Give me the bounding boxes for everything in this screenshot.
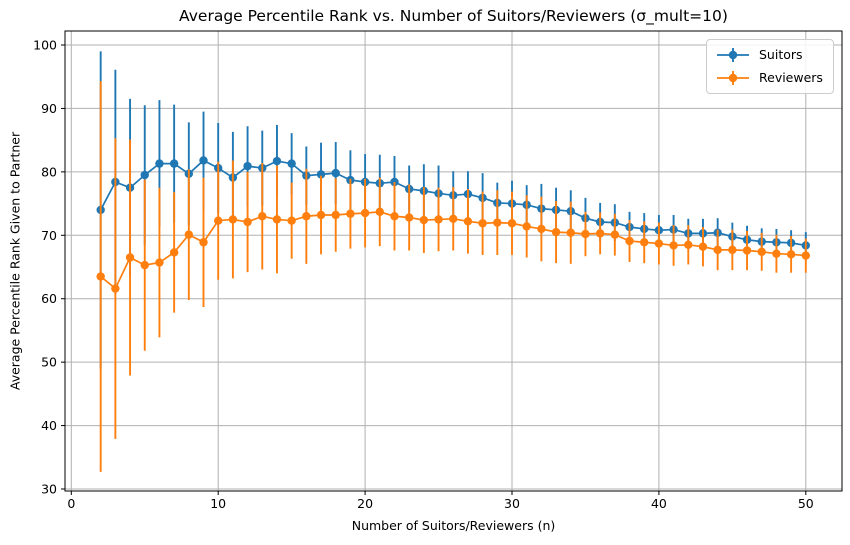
axis-ticks: 0 10 20 30 40 50 30 40 50 60 70 80 90 100 (33, 38, 814, 512)
reviewers-point (155, 258, 164, 267)
reviewers-point (96, 272, 105, 281)
reviewers-point (390, 212, 399, 221)
reviewers-point (684, 240, 693, 250)
y-tick-label: 80 (41, 164, 57, 179)
reviewers-point (801, 251, 810, 260)
reviewers-point (199, 238, 208, 247)
suitors-point (243, 161, 252, 171)
reviewers-point (302, 212, 311, 221)
reviewers-point (272, 215, 282, 224)
reviewers-point (375, 207, 384, 217)
reviewers-point (698, 242, 708, 251)
x-tick-label: 30 (504, 496, 520, 511)
grid (65, 31, 842, 491)
reviewers-point (140, 260, 149, 270)
suitors-point (155, 159, 164, 168)
legend: Suitors Reviewers (706, 39, 834, 94)
reviewers-point (786, 250, 796, 259)
x-tick-label: 40 (651, 496, 667, 511)
x-axis-label: Number of Suitors/Reviewers (n) (351, 518, 556, 533)
y-tick-label: 30 (41, 482, 57, 497)
y-tick-label: 90 (41, 101, 57, 116)
x-tick-label: 10 (210, 496, 226, 511)
reviewers-point (757, 247, 766, 256)
y-tick-label: 100 (33, 38, 57, 53)
reviewers-point (493, 218, 502, 227)
reviewers-point (742, 246, 752, 255)
reviewers-point (478, 219, 487, 228)
reviewers-point (713, 245, 722, 255)
suitors-point (272, 156, 282, 166)
reviewers-point (581, 229, 590, 239)
reviewers-point (111, 284, 120, 293)
y-tick-label: 70 (41, 228, 57, 243)
reviewers-point (243, 217, 252, 227)
reviewers-point (449, 214, 458, 223)
suitors-point (287, 159, 296, 168)
reviewers-point (125, 253, 135, 262)
reviewers-point (728, 245, 737, 255)
legend-item-reviewers: Reviewers (716, 70, 823, 86)
legend-label: Reviewers (759, 70, 823, 85)
y-tick-label: 50 (41, 355, 57, 370)
reviewers-point (610, 230, 620, 239)
reviewers-point (287, 216, 296, 225)
reviewers-point (169, 248, 179, 257)
reviewers-point (419, 215, 429, 225)
reviewers-point (228, 215, 238, 224)
reviewers-series (96, 81, 810, 472)
reviewers-point (434, 215, 443, 224)
reviewers-point (522, 222, 531, 231)
reviewers-point (316, 210, 326, 220)
reviewers-point (625, 236, 634, 246)
reviewers-point (404, 213, 414, 222)
reviewers-point (184, 230, 194, 239)
reviewers-point (772, 249, 781, 258)
suitors-point (316, 170, 326, 179)
axes-spines (64, 30, 843, 492)
reviewers-point (214, 216, 223, 225)
reviewers-point (669, 241, 678, 250)
x-tick-label: 20 (357, 496, 373, 511)
reviewers-point (566, 228, 575, 237)
y-tick-label: 40 (41, 418, 57, 433)
legend-marker-reviewers (717, 71, 749, 85)
suitors-point (169, 159, 179, 168)
reviewers-point (331, 210, 340, 220)
reviewers-point (258, 212, 267, 221)
suitors-point (140, 170, 149, 180)
legend-item-suitors: Suitors (716, 47, 823, 63)
x-tick-label: 50 (798, 496, 814, 511)
reviewers-point (551, 227, 561, 237)
legend-label: Suitors (759, 47, 803, 62)
reviewers-point (654, 239, 664, 248)
suitors-point (199, 156, 208, 165)
chart-title: Average Percentile Rank vs. Number of Su… (179, 7, 728, 25)
reviewers-point (595, 229, 605, 238)
reviewers-point (507, 219, 517, 228)
reviewers-point (346, 209, 355, 218)
legend-marker-suitors (717, 48, 749, 62)
reviewers-point (537, 224, 546, 234)
reviewers-point (360, 208, 370, 218)
y-tick-label: 60 (41, 291, 57, 306)
reviewers-point (463, 217, 473, 226)
reviewers-point (640, 238, 649, 247)
suitors-point (331, 168, 340, 178)
x-tick-label: 0 (67, 496, 75, 511)
